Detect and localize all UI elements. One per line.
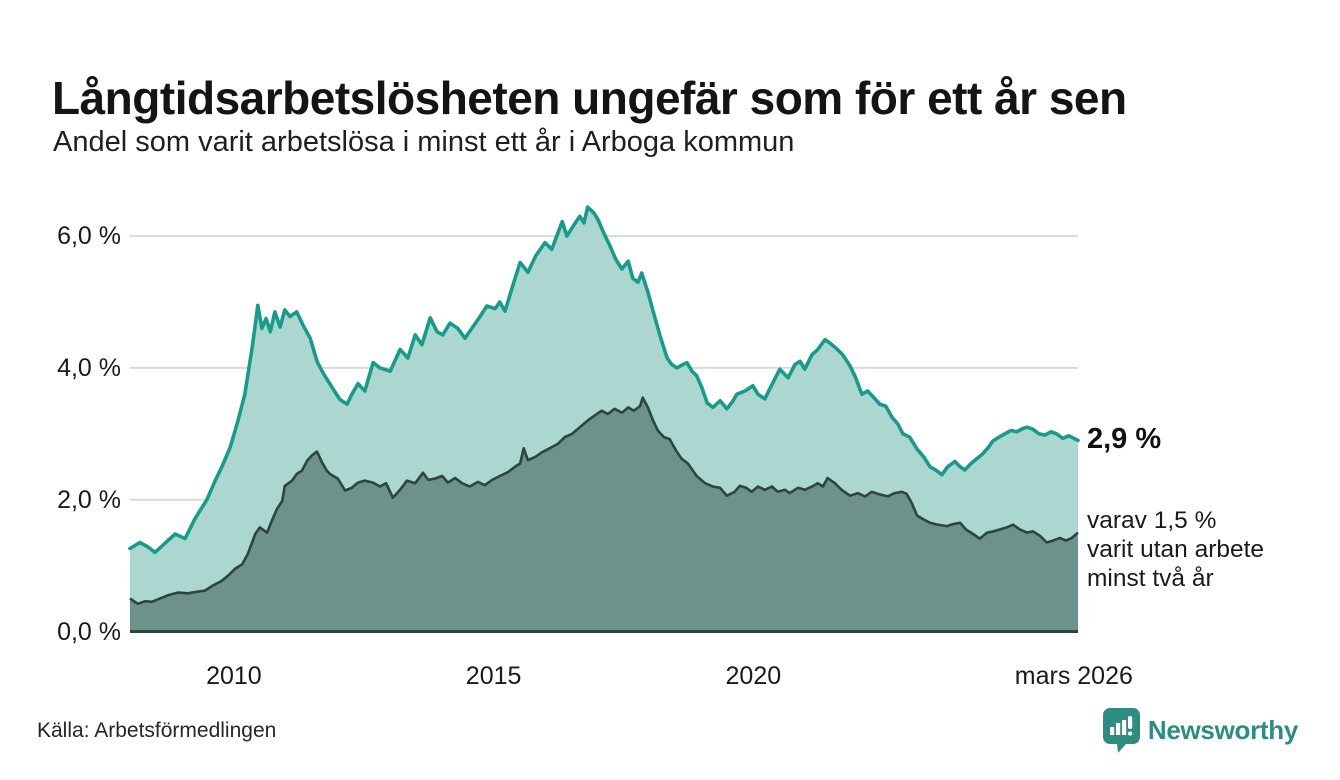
y-axis-tick-label: 6,0 % [57,222,121,251]
page-title: Långtidsarbetslösheten ungefär som för e… [52,71,1127,124]
x-axis-tick-label: 2015 [465,662,522,690]
y-axis-tick-label: 2,0 % [57,485,121,514]
area-unemployed-2yr [130,397,1078,632]
x-axis-tick-label: 2010 [206,662,262,690]
secondary-value-line: varit utan arbete [1087,535,1265,563]
secondary-value-line: minst två år [1087,564,1214,592]
logo-exclamation-dot [1127,731,1133,736]
logo-bar-chart-glyph [1109,716,1133,736]
newsworthy-logo-icon [1102,708,1140,753]
x-axis-tick-label: mars 2026 [1014,662,1133,690]
newsworthy-logo-text: Newsworthy [1147,715,1298,745]
y-axis-tick-label: 4,0 % [57,353,121,382]
latest-value-label: 2,9 % [1087,423,1162,456]
newsworthy-logo: Newsworthy [1102,708,1298,753]
line-unemployed-2yr [129,396,1079,606]
secondary-value-line: varav 1,5 % [1087,506,1217,534]
logo-bubble-shape [1102,708,1140,753]
secondary-value-label: varav 1,5 % varit utan arbete minst två … [1087,506,1264,593]
page-subtitle: Andel som varit arbetslösa i minst ett å… [53,126,795,158]
x-axis-tick-label: 2020 [725,662,782,690]
y-axis-tick-label: 0,0 % [57,617,121,646]
source-note: Källa: Arbetsförmedlingen [37,719,277,742]
line-unemployed-1yr [128,205,1080,555]
